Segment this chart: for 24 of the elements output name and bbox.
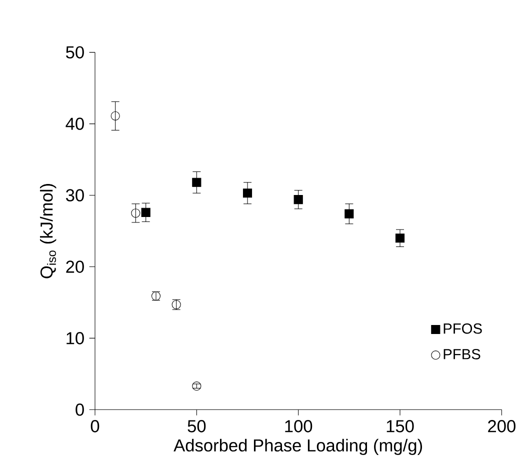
y-tick-label: 40 xyxy=(66,118,84,130)
y-axis-title: Q$_{iso}$ (kJ/mol) xyxy=(40,184,56,278)
x-tick-label: 100 xyxy=(285,420,312,432)
point xyxy=(192,382,202,391)
x-tick-label: 50 xyxy=(188,420,206,432)
y-tick-label: 30 xyxy=(66,189,84,202)
x-tick-label: 0 xyxy=(90,420,100,432)
point xyxy=(141,208,150,217)
point xyxy=(192,178,202,187)
x-tick-label: 150 xyxy=(386,420,414,432)
point xyxy=(242,188,252,198)
y-tick-label: 0 xyxy=(76,404,84,416)
point xyxy=(344,209,354,218)
x-tick-label: 200 xyxy=(488,420,516,432)
point xyxy=(294,195,303,204)
x-axis-title: Adsorbed Phase Loading (mg/g) xyxy=(174,438,422,455)
legend-label: PFOS xyxy=(444,323,482,334)
y-tick-label: 20 xyxy=(66,260,84,273)
y-tick-label: 50 xyxy=(66,46,84,58)
point xyxy=(110,111,120,120)
y-tick-label: 10 xyxy=(66,332,84,344)
point xyxy=(131,208,140,218)
point xyxy=(395,234,405,243)
legend-label: PFBS xyxy=(444,348,480,360)
